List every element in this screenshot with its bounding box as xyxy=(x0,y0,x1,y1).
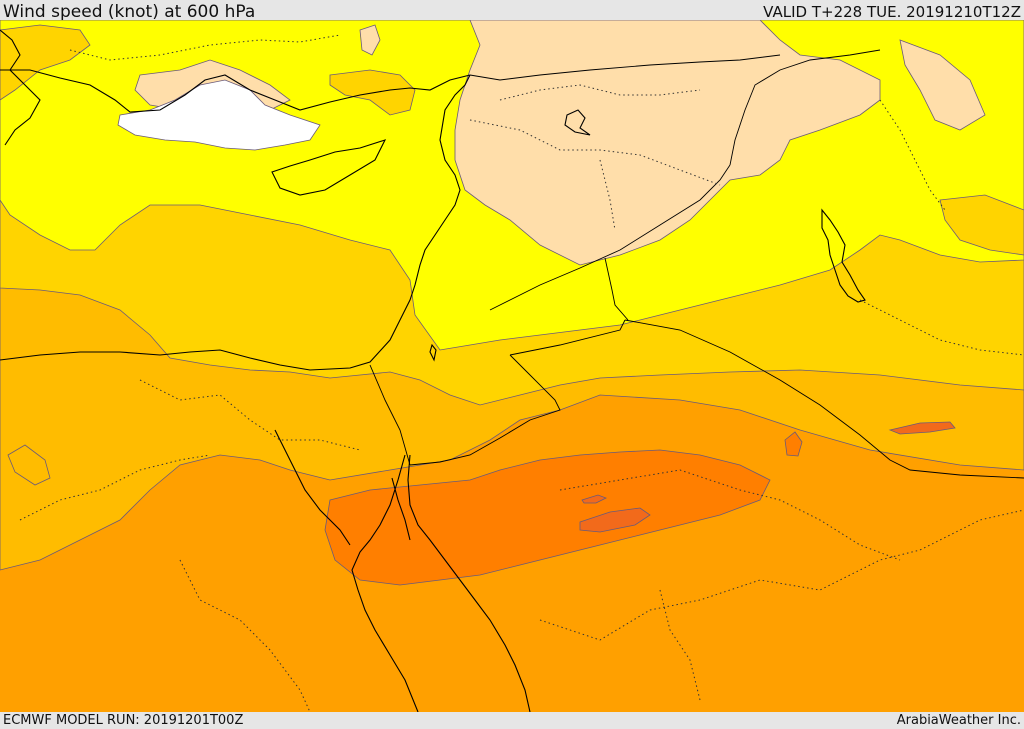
admin-boundary-8 xyxy=(539,509,1024,641)
credit: ArabiaWeather Inc. xyxy=(896,713,1021,728)
admin-boundary-6 xyxy=(19,454,211,521)
coastline-west-islands xyxy=(0,29,41,146)
coastline-cyprus xyxy=(271,139,387,196)
coastline-mediterranean xyxy=(0,74,471,371)
band-red-orange-1 xyxy=(579,507,651,533)
border-egypt-sudan xyxy=(369,364,411,466)
admin-boundary-10 xyxy=(859,299,1024,356)
border-jordan xyxy=(604,257,629,321)
band-red-orange-2 xyxy=(581,494,607,504)
band-dark-orange xyxy=(324,449,771,586)
band-tan-top xyxy=(359,24,381,56)
band-tan xyxy=(454,20,881,266)
band-tan-east xyxy=(899,39,986,131)
border-iraq-saudi xyxy=(624,319,1024,479)
border-iraq-east xyxy=(729,49,881,166)
admin-boundary-3 xyxy=(599,159,616,231)
map-canvas xyxy=(0,20,1024,712)
map-title: Wind speed (knot) at 600 hPa xyxy=(3,2,256,22)
band-red-orange-3 xyxy=(888,421,956,435)
coastline-persian-gulf xyxy=(821,208,866,303)
valid-time: VALID T+228 TUE. 20191210T12Z xyxy=(763,3,1021,21)
coastline-red-sea xyxy=(351,454,419,712)
admin-boundary-4 xyxy=(69,34,341,61)
border-turkey-south xyxy=(469,54,781,81)
admin-boundary-11 xyxy=(659,589,701,701)
band-dark-orange-island xyxy=(784,431,803,457)
header-bar: Wind speed (knot) at 600 hPa VALID T+228… xyxy=(0,0,1024,22)
coastline-gulf-suez xyxy=(274,429,351,546)
footer-bar: ECMWF MODEL RUN: 20191201T00Z ArabiaWeat… xyxy=(0,712,1024,729)
band-amber-island xyxy=(7,444,51,486)
admin-boundary-7 xyxy=(179,559,311,712)
model-run: ECMWF MODEL RUN: 20191201T00Z xyxy=(3,713,244,728)
band-gold-patch-3 xyxy=(939,194,1024,256)
wind-speed-map[interactable] xyxy=(0,20,1024,712)
coastline-gulf-aqaba xyxy=(391,477,411,541)
band-gold-patch-2 xyxy=(0,24,91,101)
admin-boundary-1 xyxy=(469,119,721,186)
coastline-dead-sea xyxy=(429,343,437,362)
coastline-lake-van xyxy=(564,109,591,136)
border-jordan-saudi xyxy=(509,319,626,356)
coastline-red-sea-east xyxy=(407,454,531,712)
coastline-turkey xyxy=(0,69,471,113)
border-saudi-inner xyxy=(409,354,561,466)
